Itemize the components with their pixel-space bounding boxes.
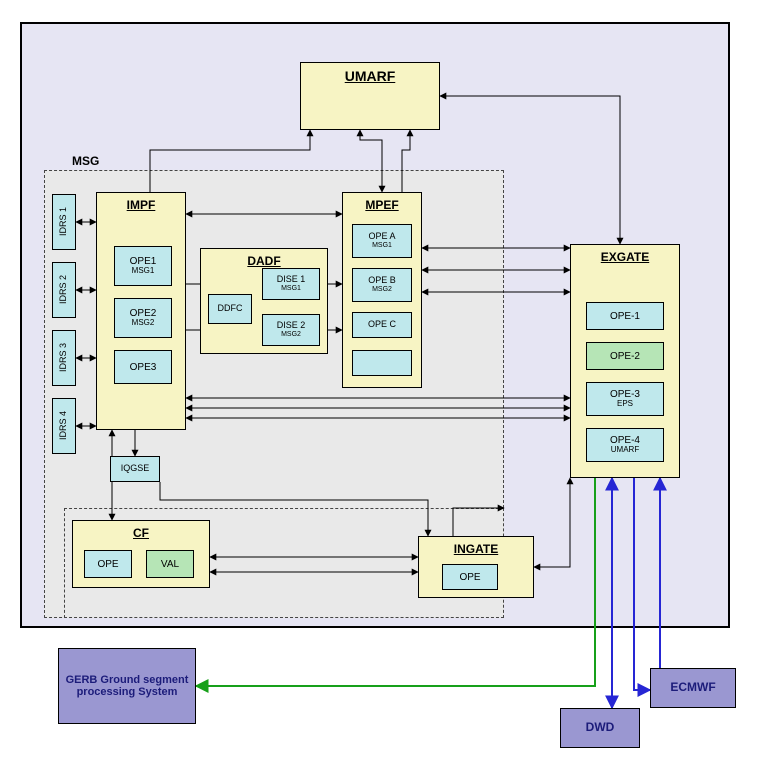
node-dise1-label: DISE 1	[277, 275, 306, 285]
node-dise1: DISE 1MSG1	[262, 268, 320, 300]
node-idrs1: IDRS 1	[52, 194, 76, 250]
node-dise1-sub: MSG1	[281, 285, 301, 293]
node-umarf-label: UMARF	[345, 69, 396, 84]
node-dadf-label: DADF	[247, 255, 280, 268]
diagram-canvas: MSG UMARF IMPF OPE1MSG1 OPE2MSG2 OPE3 DADF DDFC…	[0, 0, 774, 776]
node-cf_val-label: VAL	[161, 559, 179, 570]
node-ing_ope-label: OPE	[459, 572, 480, 583]
node-mpef_a-label: OPE A	[368, 232, 395, 242]
node-dise2: DISE 2MSG2	[262, 314, 320, 346]
node-gerb-label: GERB Ground segment processing System	[59, 674, 195, 698]
node-gerb: GERB Ground segment processing System	[58, 648, 196, 724]
node-ingate-label: INGATE	[454, 543, 498, 556]
node-dwd: DWD	[560, 708, 640, 748]
node-dise2-sub: MSG2	[281, 331, 301, 339]
node-iqgse-label: IQGSE	[121, 464, 150, 474]
node-ecmwf-label: ECMWF	[670, 681, 715, 694]
node-ing_ope: OPE	[442, 564, 498, 590]
node-idrs4-label: IDRS 4	[59, 411, 69, 440]
node-idrs3: IDRS 3	[52, 330, 76, 386]
node-idrs3-label: IDRS 3	[59, 343, 69, 372]
node-mpef_c: OPE C	[352, 312, 412, 338]
node-impf_o3: OPE3	[114, 350, 172, 384]
node-mpef_a: OPE AMSG1	[352, 224, 412, 258]
node-idrs2: IDRS 2	[52, 262, 76, 318]
node-mpef_c-label: OPE C	[368, 320, 396, 330]
node-ex_o4: OPE-4UMARF	[586, 428, 664, 462]
node-exgate-label: EXGATE	[601, 251, 649, 264]
node-dise2-label: DISE 2	[277, 321, 306, 331]
node-cf_ope-label: OPE	[97, 559, 118, 570]
node-ddfc-label: DDFC	[218, 304, 243, 314]
node-ex_o2: OPE-2	[586, 342, 664, 370]
node-ex_o3: OPE-3EPS	[586, 382, 664, 416]
node-idrs4: IDRS 4	[52, 398, 76, 454]
node-mpef_a-sub: MSG1	[372, 242, 392, 250]
node-ex_o4-sub: UMARF	[611, 446, 639, 455]
node-idrs1-label: IDRS 1	[59, 207, 69, 236]
node-impf_o1-sub: MSG1	[132, 267, 155, 276]
node-iqgse: IQGSE	[110, 456, 160, 482]
node-impf-label: IMPF	[127, 199, 156, 212]
node-ddfc: DDFC	[208, 294, 252, 324]
node-impf_o1: OPE1MSG1	[114, 246, 172, 286]
node-ecmwf: ECMWF	[650, 668, 736, 708]
node-idrs2-label: IDRS 2	[59, 275, 69, 304]
node-ex_o1: OPE-1	[586, 302, 664, 330]
node-mpef_b: OPE BMSG2	[352, 268, 412, 302]
node-mpef_b-label: OPE B	[368, 276, 396, 286]
node-mpef_b-sub: MSG2	[372, 286, 392, 294]
node-dwd-label: DWD	[586, 721, 615, 734]
node-umarf: UMARF	[300, 62, 440, 130]
node-impf_o3-label: OPE3	[130, 362, 157, 373]
node-impf_o2-sub: MSG2	[132, 319, 155, 328]
node-ex_o2-label: OPE-2	[610, 351, 640, 362]
node-cf-label: CF	[133, 527, 149, 540]
node-ex_o3-sub: EPS	[617, 400, 633, 409]
node-mpef_d	[352, 350, 412, 376]
msg-label: MSG	[72, 154, 99, 168]
node-mpef-label: MPEF	[365, 199, 398, 212]
node-impf_o2: OPE2MSG2	[114, 298, 172, 338]
node-ex_o1-label: OPE-1	[610, 311, 640, 322]
node-cf_ope: OPE	[84, 550, 132, 578]
node-cf_val: VAL	[146, 550, 194, 578]
